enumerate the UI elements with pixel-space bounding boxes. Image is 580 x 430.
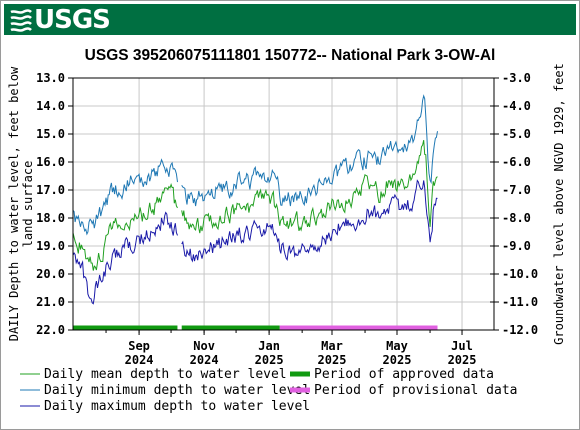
legend-label: Daily mean depth to water level	[44, 367, 287, 382]
series-line	[181, 179, 438, 263]
x-axis: Sep2024Nov2024Jan2025Mar2025May2025Jul20…	[105, 330, 477, 367]
y-tick-label: 20.0	[36, 267, 65, 281]
series-line	[181, 94, 438, 207]
y2-tick-label: -10.0	[502, 267, 538, 281]
usgs-logo-text: USGS	[34, 4, 111, 35]
right-axis: -3.0 -4.0 -5.0 -6.0 -7.0 -8.0 -9.0 -10.0 -11.0 -1…	[494, 71, 538, 337]
y-tick-label: 15.0	[36, 127, 65, 141]
series-line	[72, 183, 178, 271]
x-tick-label-month: May	[386, 339, 408, 353]
x-tick-label-year: 2024	[125, 353, 154, 367]
x-tick-label-month: Jan	[258, 339, 280, 353]
usgs-banner: USGS	[4, 4, 576, 35]
y2-tick-label: -7.0	[502, 183, 531, 197]
x-tick-label-month: Jul	[451, 339, 473, 353]
usgs-logo[interactable]: USGS	[10, 4, 111, 35]
series-line	[181, 139, 438, 234]
x-tick-label-year: 2025	[383, 353, 412, 367]
y-axis-label-line2: land surface	[21, 161, 35, 248]
x-tick-label-year: 2025	[255, 353, 284, 367]
legend-label: Period of approved data	[314, 367, 494, 382]
x-tick-label-month: Nov	[193, 339, 215, 353]
grid-lines	[73, 78, 494, 330]
y2-tick-label: -9.0	[502, 239, 531, 253]
y2-tick-label: -4.0	[502, 99, 531, 113]
x-tick-label-year: 2025	[448, 353, 477, 367]
y-tick-label: 16.0	[36, 155, 65, 169]
y2-tick-label: -3.0	[502, 71, 531, 85]
y-tick-label: 17.0	[36, 183, 65, 197]
legend-label: Period of provisional data	[314, 383, 518, 398]
y-tick-label: 21.0	[36, 295, 65, 309]
legend-label: Daily maximum depth to water level	[44, 399, 310, 414]
y-tick-label: 18.0	[36, 211, 65, 225]
y2-tick-label: -11.0	[502, 295, 538, 309]
y2-tick-label: -6.0	[502, 155, 531, 169]
series-line	[72, 158, 178, 236]
right-axis-label: Groundwater level above NGVD 1929, feet	[552, 63, 566, 345]
y2-tick-label: -8.0	[502, 211, 531, 225]
x-tick-label-month: Sep	[128, 339, 150, 353]
y2-tick-label: -12.0	[502, 323, 538, 337]
chart-title: USGS 395206075111801 150772-- National P…	[85, 47, 496, 64]
x-tick-label-month: Mar	[321, 339, 343, 353]
y-tick-label: 22.0	[36, 323, 65, 337]
usgs-wave-icon	[10, 8, 32, 32]
x-tick-label-year: 2025	[318, 353, 347, 367]
legend-label: Daily minimum depth to water level	[44, 383, 310, 398]
plot-area	[72, 77, 495, 331]
y-tick-label: 13.0	[36, 71, 65, 85]
left-axis: 13.0 14.0 15.0 16.0 17.0 18.0 19.0 20.0 21.0 22.0	[36, 71, 494, 337]
series-layer	[72, 94, 438, 305]
x-tick-label-year: 2024	[190, 353, 219, 367]
y-axis-label-line1: DAILY Depth to water level, feet below	[7, 66, 21, 341]
series-line	[72, 211, 178, 305]
y-tick-label: 19.0	[36, 239, 65, 253]
y-tick-label: 14.0	[36, 99, 65, 113]
y2-tick-label: -5.0	[502, 127, 531, 141]
